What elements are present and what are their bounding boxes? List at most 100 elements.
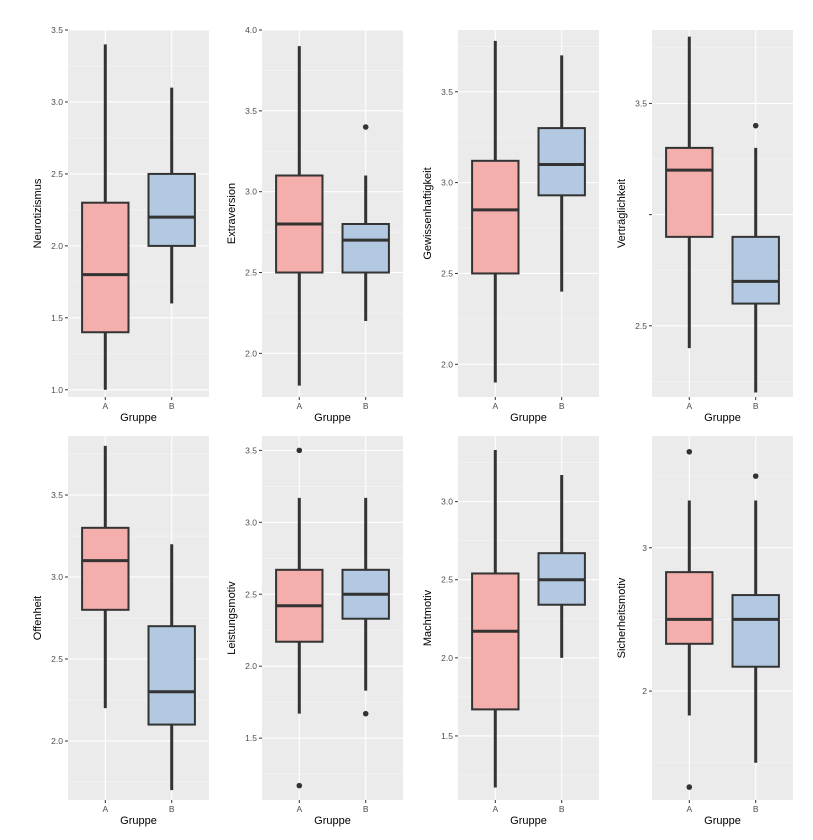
- y-tick-label: 3.5: [51, 490, 63, 500]
- x-axis-title: Gruppe: [120, 815, 157, 827]
- x-tick-label: B: [559, 401, 565, 411]
- x-tick-label: A: [296, 804, 302, 814]
- y-tick-label: 3.0: [441, 497, 453, 507]
- x-tick-label: A: [492, 401, 498, 411]
- outlier-point: [752, 473, 759, 479]
- box-group-a: [81, 44, 130, 390]
- x-tick-label: B: [753, 804, 759, 814]
- x-tick-label: A: [492, 804, 498, 814]
- y-tick-label: 2.5: [635, 321, 647, 331]
- y-tick-label: 2.5: [51, 169, 63, 179]
- y-tick-label: 2.5: [51, 654, 63, 664]
- box-iqr: [471, 572, 520, 711]
- box-group-b: [731, 122, 780, 393]
- y-tick-label: 2.0: [441, 359, 453, 369]
- y-tick-label: 3.5: [245, 106, 257, 116]
- box-iqr: [147, 625, 196, 726]
- panel-sicherheitsmotiv: 2 3 A B Gruppe Sicherheitsmotiv: [616, 436, 793, 827]
- box-iqr: [471, 159, 520, 275]
- box-group-b: [147, 87, 196, 304]
- y-axis-title: Gewissenhaftigkeit: [422, 167, 434, 259]
- x-axis-title: Gruppe: [704, 815, 741, 827]
- panel-leistungsmotiv: 1.5 2.0 2.5 3.0 3.5 A B Gruppe Leistungsmotiv: [226, 436, 403, 827]
- x-axis-title: Gruppe: [510, 815, 547, 827]
- x-axis-title: Gruppe: [314, 815, 351, 827]
- panel-extraversion: 2.0 2.5 3.0 3.5 4.0 A B Gruppe Extraversion: [226, 25, 403, 424]
- box-group-b: [147, 544, 196, 791]
- x-axis-title: Gruppe: [120, 412, 157, 424]
- panel-neurotizismus: 1.0 1.5 2.0 2.5 3.0 3.5 A B Gruppe Neurotizismus: [32, 25, 209, 424]
- y-axis-title: Sicherheitsmotiv: [616, 577, 628, 658]
- y-tick-label: 3.0: [51, 97, 63, 107]
- x-tick-label: B: [753, 401, 759, 411]
- box-group-a: [471, 450, 520, 788]
- box-group-a: [665, 36, 714, 349]
- outlier-point: [362, 710, 369, 717]
- y-tick-label: 2.0: [245, 661, 257, 671]
- box-group-a: [81, 445, 130, 709]
- box-iqr: [81, 201, 130, 334]
- box-iqr: [665, 146, 714, 238]
- box-group-a: [471, 40, 520, 383]
- y-tick-label: 2.0: [51, 736, 63, 746]
- panel-offenheit: 2.0 2.5 3.0 3.5 A B Gruppe Offenheit: [32, 436, 209, 827]
- y-tick-label: 2.0: [51, 241, 63, 251]
- box-iqr: [665, 571, 714, 645]
- y-tick-label: 3.0: [245, 517, 257, 527]
- box-iqr: [731, 235, 780, 305]
- x-axis-title: Gruppe: [704, 412, 741, 424]
- y-tick-label: 3.5: [51, 25, 63, 35]
- panel-machtmotiv: 1.5 2.0 2.5 3.0 A B Gruppe Machtmotiv: [422, 436, 599, 827]
- y-tick-label: 3.5: [441, 87, 453, 97]
- box-iqr: [537, 127, 586, 197]
- outlier-point: [296, 447, 303, 454]
- box-group-a: [665, 448, 714, 790]
- y-axis-title: Machtmotiv: [422, 589, 434, 646]
- x-tick-label: A: [296, 401, 302, 411]
- box-iqr: [81, 526, 130, 611]
- y-tick-label: 2.0: [441, 653, 453, 663]
- y-axis-title: Leistungsmotiv: [226, 581, 238, 655]
- y-axis-title: Verträglichkeit: [616, 179, 628, 248]
- outlier-point: [686, 784, 693, 790]
- y-tick-label: 2.5: [245, 268, 257, 278]
- y-tick-label: 1.5: [441, 731, 453, 741]
- y-tick-label: 2: [642, 686, 647, 696]
- y-tick-label: 3: [642, 543, 647, 553]
- box-group-b: [731, 473, 780, 763]
- box-group-a: [275, 447, 324, 789]
- y-tick-label: 3.5: [635, 98, 647, 108]
- y-tick-label: 3.0: [51, 572, 63, 582]
- box-group-b: [537, 475, 586, 658]
- box-iqr: [731, 594, 780, 668]
- box-group-b: [537, 55, 586, 292]
- y-tick-label: 1.0: [51, 385, 63, 395]
- x-tick-label: A: [686, 401, 692, 411]
- outlier-point: [362, 124, 369, 130]
- y-axis-title: Extraversion: [226, 183, 238, 244]
- y-tick-label: 2.5: [441, 268, 453, 278]
- panel-gewissenhaftigkeit: 2.0 2.5 3.0 3.5 A B Gruppe Gewissenhaftigkeit: [422, 30, 599, 424]
- box-group-b: [341, 124, 390, 322]
- box-group-b: [341, 497, 390, 717]
- y-tick-label: 3.5: [245, 445, 257, 455]
- outlier-point: [296, 782, 303, 789]
- x-tick-label: B: [559, 804, 565, 814]
- y-axis-title: Neurotizismus: [32, 178, 44, 248]
- x-tick-label: B: [169, 804, 175, 814]
- x-tick-label: A: [102, 401, 108, 411]
- y-axis-title: Offenheit: [32, 596, 44, 640]
- box-iqr: [341, 223, 390, 274]
- box-iqr: [147, 172, 196, 247]
- x-tick-label: B: [363, 401, 369, 411]
- y-tick-label: 1.5: [245, 733, 257, 743]
- box-group-a: [275, 46, 324, 386]
- y-tick-label: 1.5: [51, 313, 63, 323]
- x-tick-label: A: [686, 804, 692, 814]
- panel-vertr-glichkeit: 2.5 3.5 A B Gruppe Verträglichkeit: [616, 30, 793, 424]
- x-tick-label: B: [363, 804, 369, 814]
- x-tick-label: A: [102, 804, 108, 814]
- y-tick-label: 2.5: [245, 589, 257, 599]
- x-tick-label: B: [169, 401, 175, 411]
